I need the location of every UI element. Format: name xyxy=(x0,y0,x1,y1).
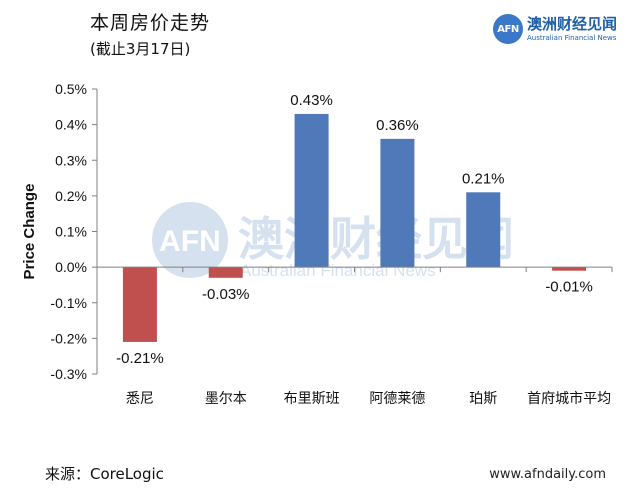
category-label: 悉尼 xyxy=(126,391,154,407)
logo-name-en: Australian Financial News xyxy=(527,34,617,42)
category-label: 阿德莱德 xyxy=(369,391,425,407)
y-axis-title: Price Change xyxy=(21,184,38,280)
category-label: 首府城市平均 xyxy=(527,390,611,407)
data-label: -0.03% xyxy=(202,286,250,303)
y-tick-label: 0.5% xyxy=(55,81,87,97)
bar xyxy=(208,267,243,278)
category-label: 珀斯 xyxy=(469,391,497,407)
y-tick-label: 0.4% xyxy=(55,117,87,133)
afn-logo: AFN 澳洲财经见闻 Australian Financial News xyxy=(493,12,617,50)
y-tick-label: 0.1% xyxy=(55,224,87,240)
bar xyxy=(466,192,501,268)
y-tick-label: -0.1% xyxy=(50,295,87,311)
chart-title: 本周房价走势 xyxy=(90,12,211,34)
y-tick-label: 0.3% xyxy=(55,152,87,168)
afn-logo-icon: AFN xyxy=(493,14,523,44)
category-label: 墨尔本 xyxy=(205,391,247,407)
site-url: www.afndaily.com xyxy=(489,467,606,482)
bar xyxy=(122,267,157,342)
watermark-mark: AFN xyxy=(159,225,221,258)
logo-name-cn: 澳洲财经见闻 xyxy=(527,15,618,33)
y-tick-label: -0.3% xyxy=(50,366,87,382)
data-label: 0.36% xyxy=(376,117,419,134)
data-label: -0.21% xyxy=(116,350,164,367)
bar xyxy=(294,113,329,268)
y-tick-label: 0.2% xyxy=(55,188,87,204)
category-label: 布里斯班 xyxy=(284,391,340,407)
data-label: -0.01% xyxy=(545,279,593,296)
source-note: 来源：CoreLogic xyxy=(45,465,164,483)
chart-subtitle: (截止3月17日) xyxy=(90,40,191,58)
y-tick-label: 0.0% xyxy=(55,259,87,275)
data-label: 0.43% xyxy=(290,92,333,109)
y-tick-label: -0.2% xyxy=(50,330,87,346)
bar xyxy=(552,267,587,271)
data-label: 0.21% xyxy=(462,170,505,187)
bar xyxy=(380,138,415,268)
watermark-logo-icon xyxy=(152,202,228,278)
